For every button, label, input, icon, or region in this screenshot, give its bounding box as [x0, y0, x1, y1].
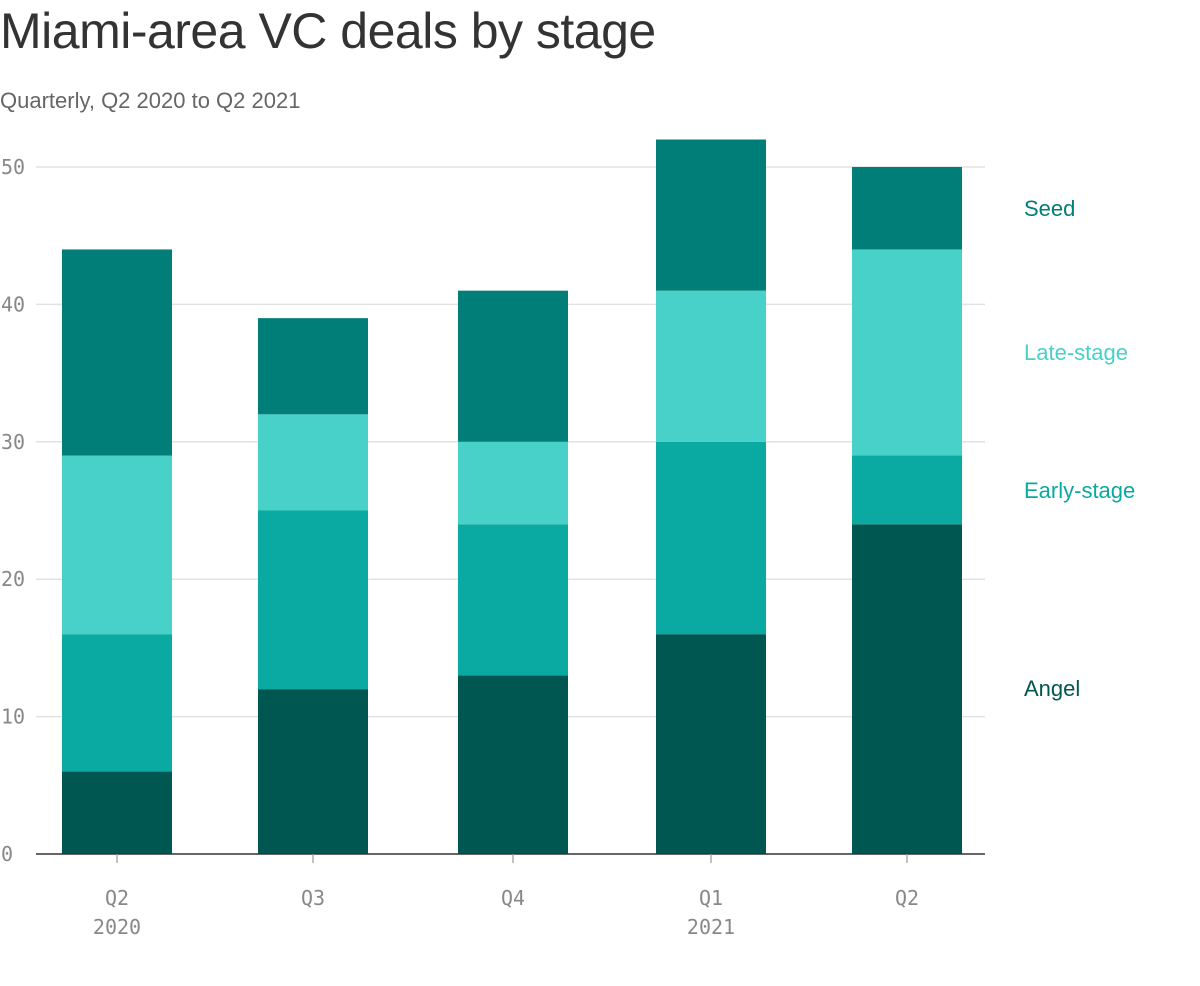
- bar-segment-seed: [852, 167, 962, 250]
- y-tick-label: 10: [1, 705, 25, 729]
- bar-segment-late-stage: [656, 290, 766, 442]
- x-tick-year-label: 2020: [93, 915, 141, 939]
- y-tick-label: 40: [1, 292, 25, 316]
- bar-segment-angel: [258, 689, 368, 854]
- bar-segment-late-stage: [458, 441, 568, 525]
- x-tick-label: Q2: [105, 886, 129, 910]
- legend-label-early-stage: Early-stage: [1024, 478, 1135, 503]
- bars: [62, 139, 962, 854]
- x-tick-year-label: 2021: [687, 915, 735, 939]
- bar-segment-angel: [62, 771, 172, 854]
- bar-segment-angel: [852, 524, 962, 854]
- y-tick-label: 20: [1, 567, 25, 591]
- x-axis-ticks: Q2 2020 Q3 Q4 Q1 2021 Q2: [93, 854, 919, 939]
- bar-segment-angel: [458, 675, 568, 854]
- bar-segment-late-stage: [852, 249, 962, 456]
- y-tick-label: 30: [1, 430, 25, 454]
- bar-segment-seed: [458, 290, 568, 442]
- x-tick-label: Q4: [501, 886, 525, 910]
- y-axis-ticks: 0 10 20 30 40 50: [1, 155, 25, 866]
- bar-segment-early-stage: [852, 455, 962, 525]
- legend-label-late-stage: Late-stage: [1024, 340, 1128, 365]
- legend: Seed Late-stage Early-stage Angel: [1024, 196, 1135, 701]
- bar-segment-seed: [62, 249, 172, 456]
- bar-segment-angel: [656, 634, 766, 854]
- bar-segment-early-stage: [62, 634, 172, 772]
- x-tick-label: Q3: [301, 886, 325, 910]
- y-tick-label: 0: [1, 842, 13, 866]
- y-tick-label: 50: [1, 155, 25, 179]
- legend-label-angel: Angel: [1024, 676, 1080, 701]
- legend-label-seed: Seed: [1024, 196, 1075, 221]
- x-tick-label: Q2: [895, 886, 919, 910]
- bar-segment-early-stage: [258, 510, 368, 690]
- bar-segment-early-stage: [458, 524, 568, 676]
- chart-title: Miami-area VC deals by stage: [0, 3, 656, 59]
- chart-subtitle: Quarterly, Q2 2020 to Q2 2021: [0, 88, 301, 113]
- bar-segment-early-stage: [656, 441, 766, 635]
- bar-segment-late-stage: [258, 414, 368, 511]
- bar-segment-late-stage: [62, 455, 172, 635]
- bar-segment-seed: [258, 318, 368, 415]
- x-tick-label: Q1: [699, 886, 723, 910]
- bar-segment-seed: [656, 139, 766, 291]
